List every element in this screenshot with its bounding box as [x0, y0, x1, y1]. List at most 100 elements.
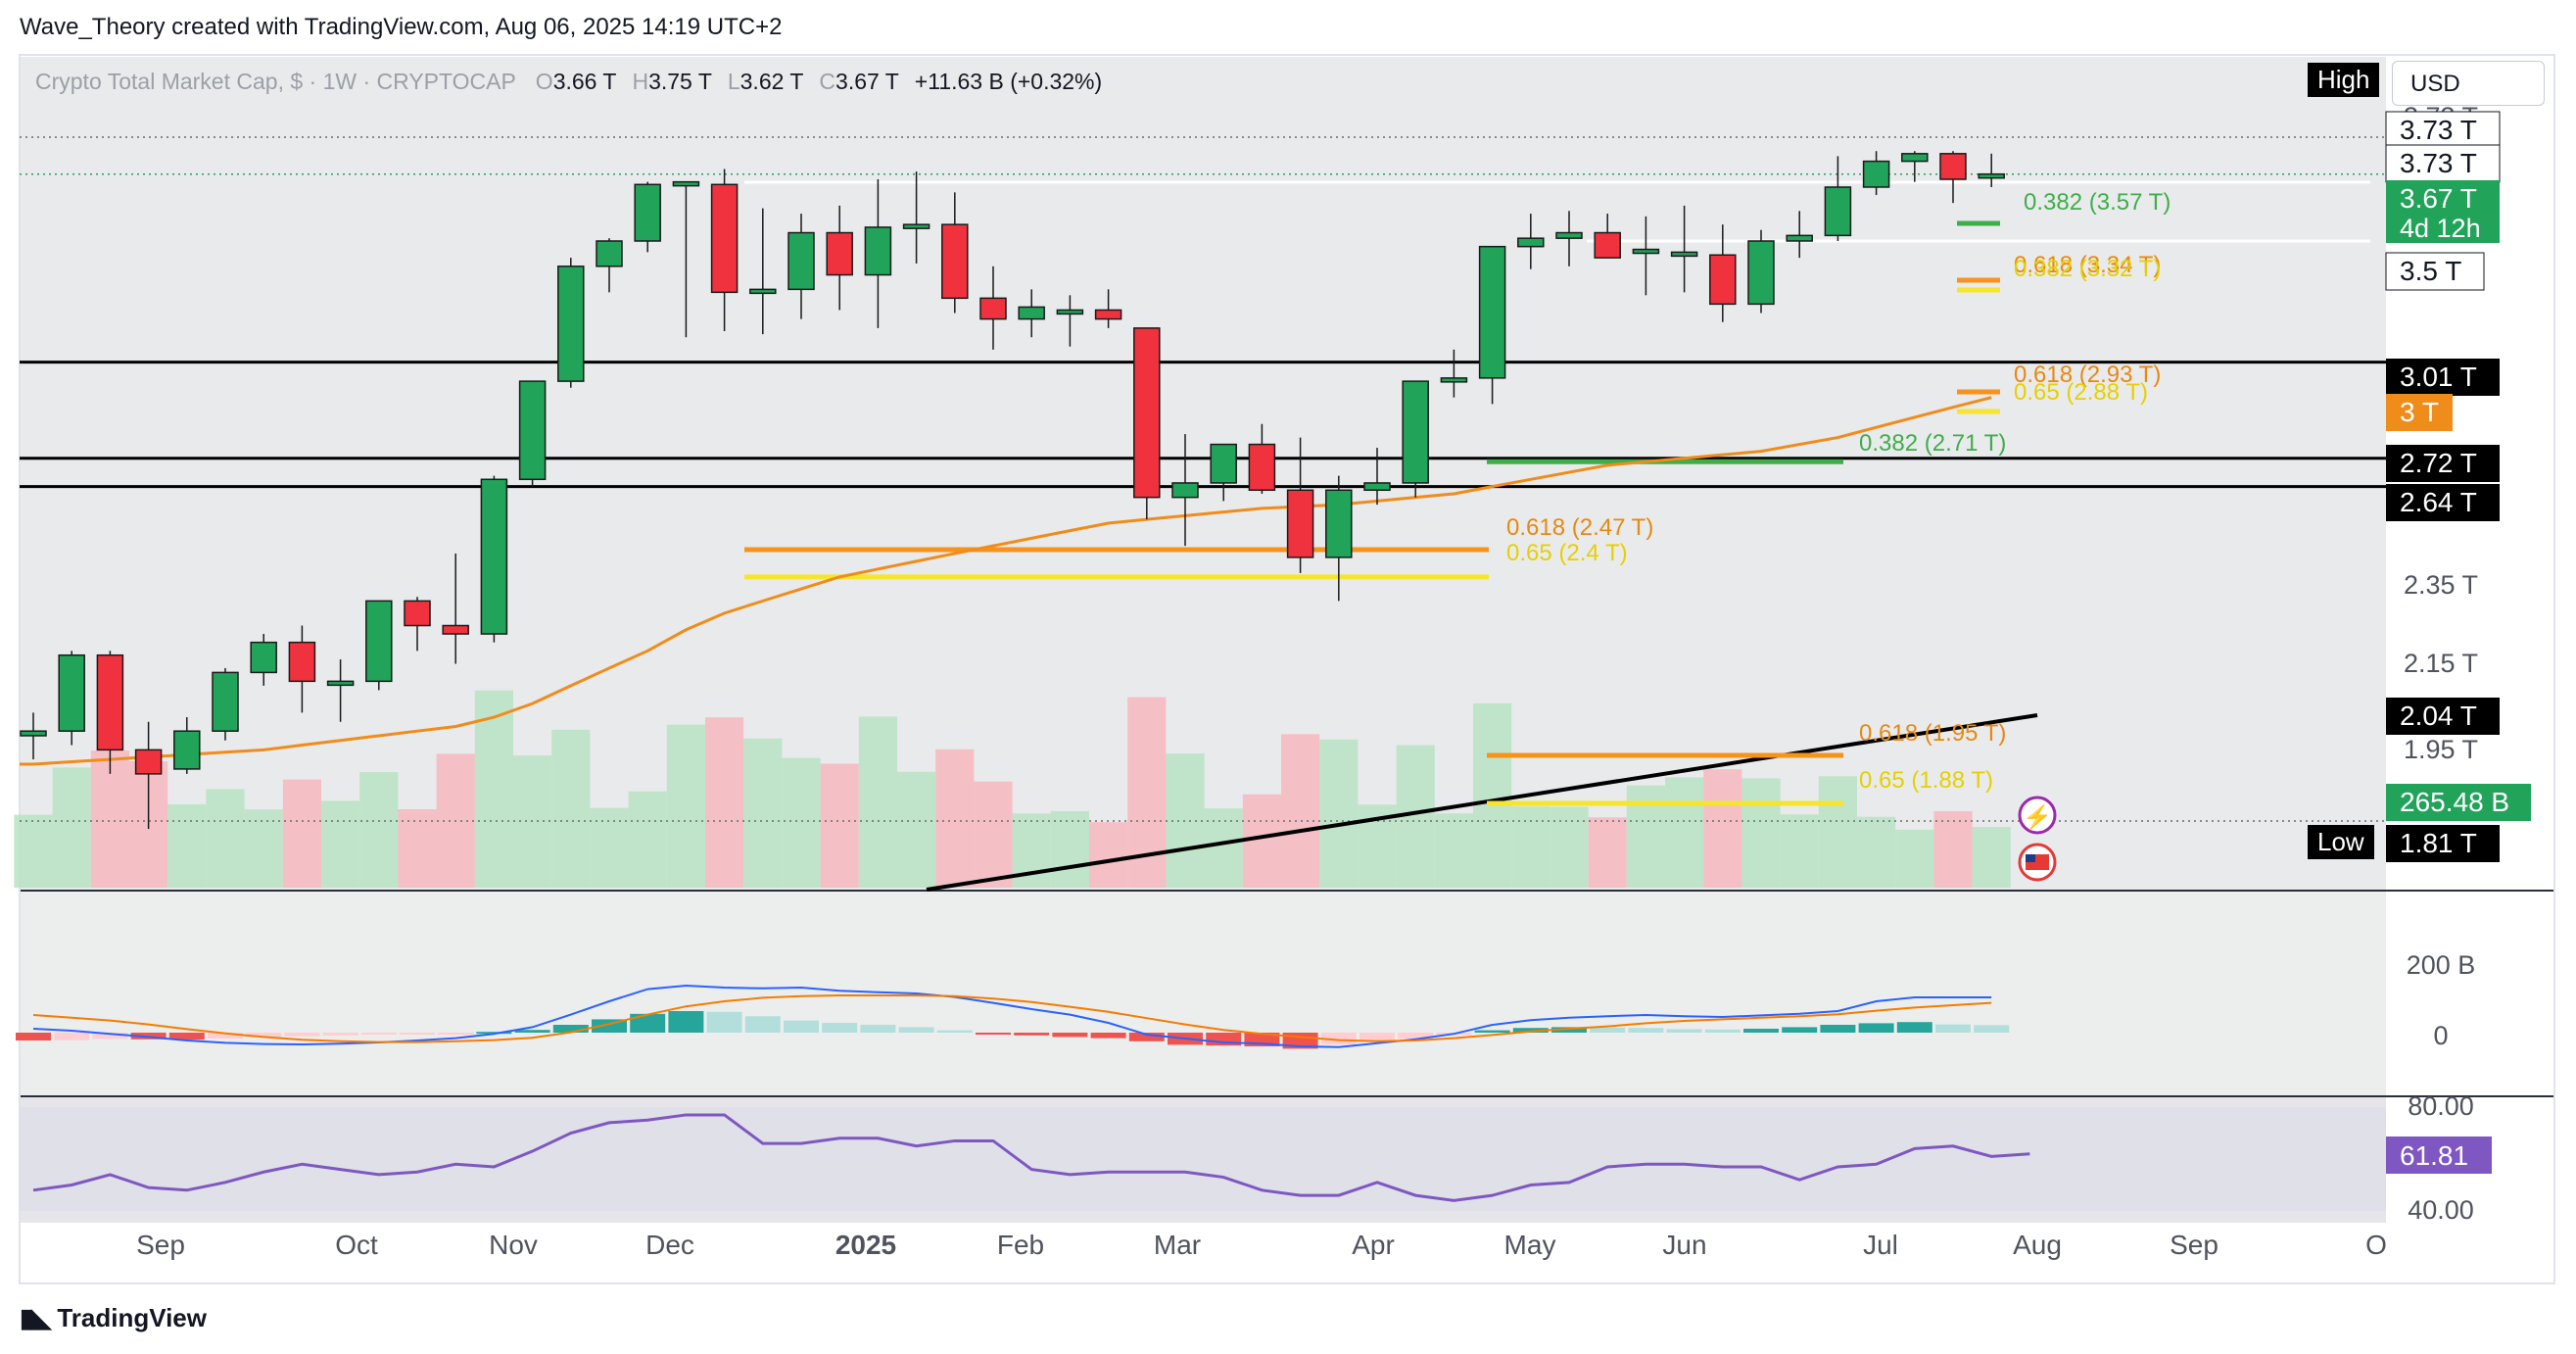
tradingview-logo-icon: ▮◣	[20, 1303, 51, 1332]
currency-selector[interactable]: USD	[2392, 61, 2545, 106]
ema-layer	[20, 396, 1992, 766]
candle-body	[864, 226, 892, 276]
macd-histogram-bar	[860, 1025, 896, 1033]
price-axis-label: 1.81 T	[2386, 825, 2500, 862]
macd-histogram-bar	[744, 1016, 781, 1033]
candle	[365, 600, 393, 691]
candle	[518, 380, 547, 487]
macd-histogram-bar	[1782, 1027, 1818, 1033]
volume-bar	[858, 716, 897, 888]
candle-body	[1824, 186, 1852, 237]
moving-average-line	[20, 396, 1992, 766]
price-label-text: 3 T	[2400, 397, 2439, 427]
volume-bar	[743, 738, 783, 888]
macd-histogram-bar	[1896, 1022, 1932, 1033]
price-axis-label: 2.04 T	[2386, 698, 2500, 735]
close-value: 3.67 T	[835, 69, 899, 94]
rsi-line	[32, 1113, 2030, 1202]
macd-layer	[16, 984, 2010, 1049]
volume-bar	[1972, 827, 2011, 888]
price-label-bg	[2386, 698, 2500, 735]
candle	[1133, 327, 1161, 520]
candle-body	[1862, 160, 1890, 188]
fib-level-label: 0.65 (2.4 T)	[1506, 540, 1628, 566]
volume-bar	[897, 771, 936, 888]
macd-histogram-bar	[1628, 1028, 1664, 1033]
price-axis-label: 3.73 T	[2385, 111, 2501, 150]
volume-bar	[1511, 806, 1550, 888]
macd-histogram-bar	[1052, 1033, 1088, 1038]
candle	[1363, 448, 1391, 506]
candle-body	[1709, 254, 1737, 306]
candle-body	[1632, 248, 1660, 255]
candle-body	[326, 680, 355, 687]
candle	[1018, 289, 1045, 338]
macd-histogram-bar	[936, 1030, 973, 1033]
macd-line	[32, 984, 1992, 1048]
macd-histogram-bar	[16, 1033, 51, 1040]
price-axis-label: 265.48 B	[2386, 784, 2531, 821]
macd-histogram-bar	[208, 1033, 243, 1039]
candle-body	[288, 641, 316, 683]
x-axis-tick-label: Feb	[997, 1230, 1044, 1260]
volume-bar	[551, 729, 591, 888]
macd-histogram-bar	[1820, 1025, 1856, 1033]
candle-body	[787, 231, 815, 291]
volume-bar	[1857, 816, 1896, 888]
candle	[787, 214, 815, 319]
candle-body	[250, 641, 277, 674]
candle-body	[1210, 443, 1237, 484]
volume-bar	[244, 809, 283, 888]
candle-body	[1363, 482, 1391, 492]
candle-body	[1402, 380, 1429, 484]
rsi-layer	[20, 1107, 2386, 1211]
candle	[1402, 380, 1429, 498]
candle	[1325, 475, 1353, 602]
price-label-text: 2.64 T	[2400, 487, 2477, 517]
volume-bar	[1281, 734, 1320, 888]
macd-histogram-bar	[1551, 1027, 1587, 1033]
lightning-event-icon: ⚡	[2018, 796, 2057, 835]
candle-body	[365, 600, 393, 683]
candle	[1709, 224, 1737, 322]
candle-body	[1133, 327, 1161, 499]
candle	[480, 475, 508, 643]
volume-bar	[359, 772, 399, 888]
lightning-icon-circle	[2018, 796, 2057, 835]
volume-bar	[1665, 777, 1704, 888]
macd-histogram-bar	[360, 1033, 397, 1035]
volume-bar	[474, 690, 513, 888]
fib-level-label: 0.382 (2.71 T)	[1859, 430, 2006, 457]
macd-histogram-bar	[1090, 1033, 1126, 1039]
price-label-text: 3.73 T	[2400, 115, 2477, 145]
candle-body	[596, 240, 623, 267]
macd-pane-bg	[20, 892, 2386, 1095]
symbol-name[interactable]: Crypto Total Market Cap, $ · 1W · CRYPTO…	[35, 69, 516, 94]
candle-body	[1325, 489, 1353, 558]
volume-bar	[1895, 829, 1934, 888]
fib-level-label: 0.65 (2.88 T)	[2014, 379, 2148, 406]
candle-body	[1478, 245, 1506, 379]
macd-histogram-bar	[1360, 1033, 1395, 1041]
price-label-bg	[2385, 252, 2485, 291]
candle-body	[1056, 309, 1084, 315]
candle	[710, 169, 739, 331]
macd-histogram-bar	[1320, 1033, 1357, 1044]
grid-layer	[20, 136, 2386, 822]
macd-histogram-bar	[92, 1033, 128, 1040]
candle	[902, 171, 930, 264]
axis-layer: Sep Oct Nov Dec 2025 Feb Mar Apr May Jun Jul Aug Sep…	[136, 102, 2478, 1260]
candle-body	[96, 653, 124, 751]
candle	[1786, 211, 1813, 259]
macd-histogram-bar	[1704, 1029, 1741, 1033]
price-label-text: 3.73 T	[2400, 148, 2477, 178]
price-axis-label: 3.73 T	[2385, 144, 2501, 183]
volume-bar	[1473, 702, 1512, 888]
tradingview-logo[interactable]: ▮◣ TradingView	[20, 1303, 207, 1333]
candle	[749, 208, 777, 335]
candle-layer[interactable]	[20, 151, 2005, 830]
price-label-bg	[2386, 784, 2531, 821]
macd-histogram-bar	[1398, 1033, 1434, 1039]
rsi-label-text: 61.81	[2400, 1140, 2468, 1171]
